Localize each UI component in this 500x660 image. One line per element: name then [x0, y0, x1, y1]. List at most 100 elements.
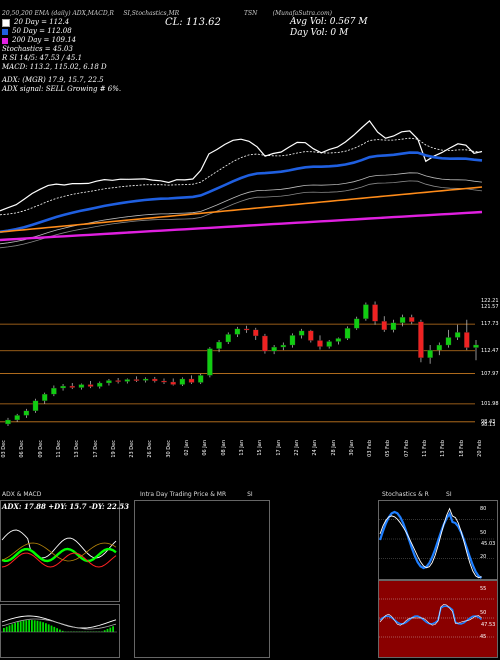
macd-bar-8	[25, 620, 28, 632]
adx-stat: ADX: 17.88 +DY: 15.7 -DY: 22.53	[2, 502, 129, 511]
macd-bar-19	[56, 628, 58, 632]
header-site: (MunafaSutra.com)	[272, 10, 332, 17]
rsi-smooth-line	[379, 603, 482, 626]
legend-macd: MACD: 113.2, 115.02, 6.18 D	[2, 63, 107, 71]
macd-bar-16	[47, 624, 50, 632]
rsi-line	[379, 605, 482, 625]
candle-body-30	[280, 344, 287, 348]
macd-bar-39	[112, 626, 114, 632]
ema20-line	[0, 137, 483, 216]
candle-body-11	[106, 380, 112, 384]
macd-bar-35	[101, 631, 103, 632]
candle-body-8	[78, 384, 85, 388]
candle-body-32	[298, 330, 305, 336]
candle-body-46	[427, 349, 433, 358]
candle-body-49	[454, 332, 461, 338]
macd-bar-9	[28, 620, 30, 632]
price-tick-label: 122.21	[481, 298, 499, 305]
candle-body-26	[243, 328, 250, 331]
stoch-title-suffix: SI	[446, 491, 452, 498]
legend-ema50: 50 Day = 112.08	[12, 27, 72, 35]
header-ticker: TSN	[244, 10, 258, 17]
macd-bar-11	[33, 620, 36, 632]
candle-body-31	[289, 335, 296, 346]
macd-bar-7	[22, 620, 25, 632]
macd-bar-15	[45, 623, 47, 632]
macd-bar-17	[50, 625, 53, 632]
candle-body-28	[262, 335, 268, 352]
mr-panel	[134, 500, 270, 658]
candle-body-33	[308, 330, 314, 341]
candle-body-23	[216, 341, 222, 349]
candle-body-48	[445, 337, 452, 346]
candle-body-19	[179, 378, 186, 385]
stoch-k-line	[378, 510, 483, 579]
macd-bar-13	[39, 621, 42, 632]
candle-body-1	[14, 415, 20, 421]
header-indicators-mid: SI,Stochastics,MR	[123, 10, 180, 17]
candle-body-24	[225, 334, 231, 343]
macd-bar-2	[8, 625, 11, 632]
candle-body-50	[464, 332, 470, 348]
macd-bar-3	[11, 624, 14, 632]
legend-rsi: R SI 14/5: 47.53 / 45.1	[2, 54, 83, 62]
candle-body-25	[234, 328, 241, 335]
candle-body-47	[436, 344, 443, 351]
mr-title-text: Intra Day Trading Price & MR	[140, 491, 227, 498]
candle-body-3	[32, 400, 39, 411]
legend-adx: ADX: (MGR) 17.9, 15.7, 22.5	[2, 76, 104, 84]
price-tick-label: 121.57	[481, 303, 499, 310]
price-tick-label: 98.13	[481, 422, 496, 429]
stoch-d-line	[379, 507, 482, 579]
candle-body-18	[170, 381, 176, 385]
candle-body-37	[344, 328, 351, 339]
mr-panel-title: Intra Day Trading Price & MR SI	[140, 491, 253, 498]
price-tick-label: 107.97	[481, 370, 499, 377]
candle-body-4	[41, 393, 48, 401]
candle-body-16	[152, 378, 158, 382]
price-line	[0, 120, 483, 212]
candle-body-17	[161, 380, 167, 383]
rsi-value-label: 47.53	[481, 622, 496, 628]
rsi-level-label: 50	[480, 610, 487, 616]
macd-bar-10	[31, 620, 33, 632]
stoch-level-label: 20	[480, 554, 487, 560]
candle-body-42	[390, 322, 397, 331]
candle-body-35	[326, 341, 332, 347]
candle-body-27	[253, 329, 259, 337]
macd-bar-18	[53, 626, 56, 632]
candle-body-41	[381, 321, 387, 331]
stoch-panel-title: Stochastics & R SI	[382, 491, 452, 498]
candle-body-22	[207, 348, 213, 376]
adx-line	[1, 542, 117, 562]
macd-bar-38	[109, 627, 112, 632]
price-tick-label: 101.98	[481, 400, 499, 407]
candle-body-6	[60, 385, 66, 389]
candle-body-45	[418, 321, 424, 358]
ema-long-line	[0, 210, 483, 242]
ema200-swatch	[2, 37, 8, 44]
legend-ema20: 20 Day = 112.4	[14, 18, 70, 26]
candle-body-10	[97, 382, 103, 387]
candle-body-2	[23, 410, 30, 416]
ema50-swatch	[2, 28, 8, 35]
day-volume: Day Vol: 0 M	[290, 28, 349, 38]
ema20-swatch	[2, 18, 10, 27]
candle-body-5	[51, 387, 57, 395]
candle-body-34	[317, 340, 323, 347]
adx-minus-di-line	[1, 552, 117, 568]
price-chart	[0, 120, 483, 427]
candle-body-0	[5, 419, 11, 425]
legend-ema200: 200 Day = 109.14	[12, 36, 77, 44]
stoch-title-text: Stochastics & R	[382, 491, 429, 498]
macd-line	[1, 615, 117, 629]
candle-body-43	[399, 317, 406, 323]
candle-body-7	[69, 385, 75, 388]
candle-body-36	[335, 338, 342, 342]
macd-bar-0	[3, 628, 5, 632]
candle-layer	[5, 301, 479, 427]
header-indicators: 20,50,200 EMA (daily) ADX,MACD,R	[2, 10, 114, 17]
macd-bar-37	[106, 628, 109, 632]
legend-stoch: Stochastics = 45.03	[2, 45, 73, 53]
candle-body-39	[363, 304, 369, 319]
